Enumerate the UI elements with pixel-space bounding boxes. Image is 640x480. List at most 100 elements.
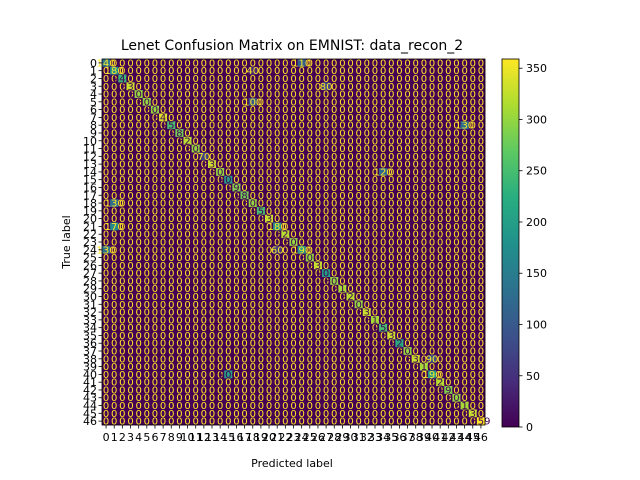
heatmap-cell: [322, 331, 331, 340]
heatmap-cell: [297, 136, 307, 145]
heatmap-cell: [289, 97, 298, 107]
heatmap-cell: [330, 331, 339, 340]
heatmap-cell: [444, 284, 453, 293]
heatmap-cell: [411, 105, 421, 114]
heatmap-cell: [126, 90, 135, 99]
heatmap-cell: [207, 113, 217, 122]
heatmap-cell: [411, 191, 421, 200]
heatmap-cell: [167, 113, 176, 122]
heatmap-cell: [370, 214, 380, 223]
heatmap-cell: [427, 113, 437, 122]
heatmap-cell: [370, 160, 380, 169]
heatmap-cell: [419, 90, 429, 99]
heatmap-cell: [362, 269, 372, 278]
heatmap-cell: [370, 191, 380, 200]
heatmap-cell: [346, 113, 355, 122]
heatmap-cell: [191, 245, 201, 254]
heatmap-cell: [322, 277, 331, 286]
heatmap-cell: [102, 370, 111, 379]
heatmap-cell: [403, 300, 412, 309]
heatmap-cell: [313, 121, 323, 130]
heatmap-cell: [411, 331, 421, 340]
heatmap-cell: [102, 315, 111, 325]
heatmap-cell: [330, 284, 339, 293]
heatmap-cell: [175, 183, 184, 192]
heatmap-cell: [110, 129, 119, 138]
heatmap-cell: [313, 339, 323, 348]
heatmap-cell: [248, 121, 258, 130]
heatmap-cell: [444, 308, 453, 317]
heatmap-cell: [191, 199, 201, 208]
heatmap-cell: [436, 105, 445, 114]
heatmap-cell: [224, 300, 233, 309]
heatmap-cell: [110, 370, 119, 379]
heatmap-cell: [256, 339, 266, 348]
heatmap-cell: [395, 105, 404, 114]
heatmap-cell: [175, 362, 184, 371]
heatmap-cell: [183, 160, 192, 169]
heatmap-cell: [110, 331, 119, 340]
heatmap-cell: [346, 214, 355, 223]
heatmap-cell: [387, 168, 396, 177]
heatmap-cell: [403, 152, 412, 161]
heatmap-cell: [232, 183, 241, 192]
heatmap-cell: [126, 59, 135, 68]
heatmap-cell: [346, 66, 355, 75]
heatmap-cell: [452, 362, 461, 371]
heatmap-cell: [452, 331, 461, 340]
heatmap-cell: [322, 284, 331, 293]
heatmap-cell: [452, 152, 461, 161]
heatmap-cell: [134, 238, 144, 247]
heatmap-cell: [224, 175, 233, 184]
heatmap-cell: [232, 331, 241, 340]
heatmap-cell: [175, 82, 184, 91]
heatmap-cell: [256, 129, 266, 138]
heatmap-cell: [476, 136, 486, 145]
heatmap-cell: [264, 284, 274, 293]
heatmap-cell: [387, 253, 396, 262]
heatmap-cell: [248, 183, 258, 192]
heatmap-cell: [362, 206, 372, 216]
heatmap-cell: [387, 261, 396, 270]
heatmap-cell: [395, 175, 404, 184]
heatmap-cell: [159, 238, 168, 247]
heatmap-cell: [362, 168, 372, 177]
heatmap-cell: [436, 136, 445, 145]
x-tick-label: 8: [168, 431, 175, 444]
heatmap-cell: [362, 292, 372, 301]
heatmap-cell: [362, 90, 372, 99]
heatmap-cell: [118, 370, 127, 379]
heatmap-cell: [224, 315, 233, 325]
heatmap-cell: [427, 97, 437, 107]
heatmap-cell: [207, 277, 217, 286]
heatmap-cell: [395, 82, 404, 91]
heatmap-cell: [297, 284, 307, 293]
heatmap-cell: [476, 191, 486, 200]
heatmap-cell: [346, 308, 355, 317]
x-tick-label: 7: [160, 431, 167, 444]
heatmap-cell: [264, 113, 274, 122]
heatmap-cell: [427, 339, 437, 348]
heatmap-cell: [256, 160, 266, 169]
heatmap-cell: [150, 222, 160, 231]
heatmap-cell: [330, 121, 339, 130]
heatmap-cell: [118, 331, 127, 340]
heatmap-cell: [199, 90, 209, 99]
heatmap-cell: [159, 308, 168, 317]
heatmap-cell: [216, 300, 225, 309]
heatmap-cell: [273, 222, 282, 231]
heatmap-cell: [142, 331, 152, 340]
heatmap-cell: [403, 144, 412, 153]
heatmap-cell: [338, 113, 347, 122]
heatmap-cell: [150, 168, 160, 177]
heatmap-cell: [281, 175, 290, 184]
heatmap-cell: [281, 160, 290, 169]
heatmap-cell: [362, 144, 372, 153]
heatmap-cell: [338, 284, 347, 293]
heatmap-cell: [330, 129, 339, 138]
heatmap-cell: [232, 82, 241, 91]
colorbar-tick-label: 0: [526, 421, 533, 434]
heatmap-cell: [256, 230, 266, 239]
heatmap-cell: [224, 113, 233, 122]
heatmap-cell: [403, 191, 412, 200]
